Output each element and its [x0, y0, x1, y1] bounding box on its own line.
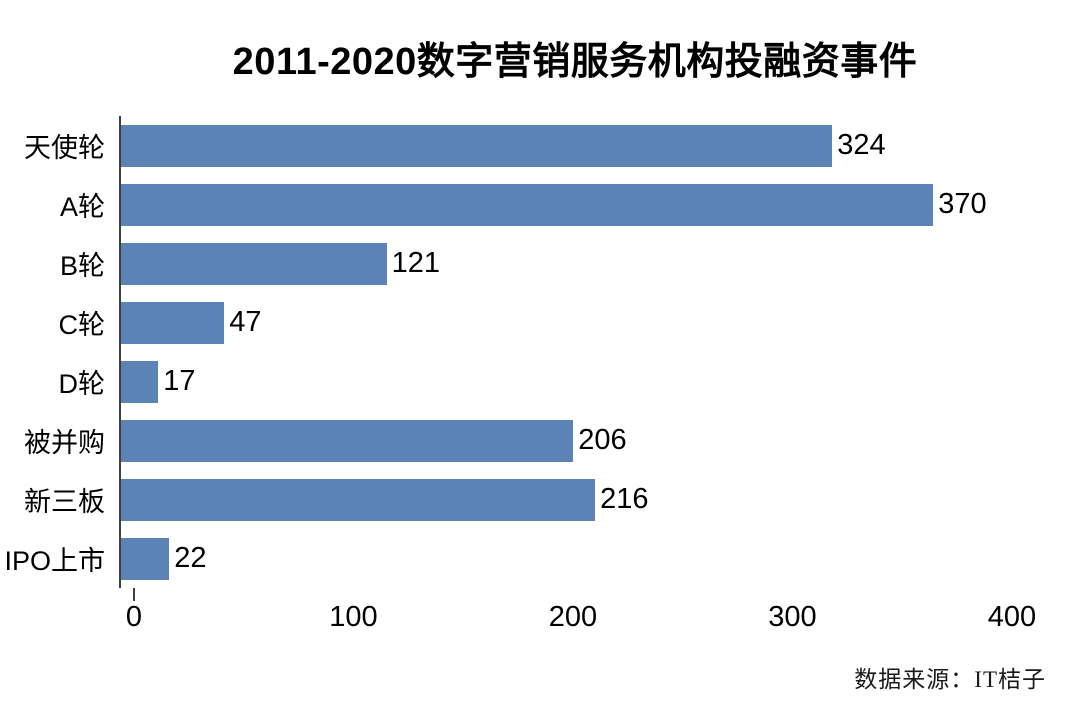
bar-row: 新三板 216 [0, 470, 1080, 529]
bar-row: 天使轮 324 [0, 116, 1080, 175]
value-label: 206 [578, 424, 627, 456]
bar-zone: 121 [119, 234, 1080, 293]
bar-row: C轮 47 [0, 293, 1080, 352]
y-axis-tail [133, 588, 135, 601]
value-label: 324 [837, 129, 886, 161]
bar-row: D轮 17 [0, 352, 1080, 411]
x-axis-tick-label: 400 [987, 601, 1037, 633]
x-axis-tick-label: 200 [548, 601, 598, 633]
bar-row: 被并购 206 [0, 411, 1080, 470]
bar-zone: 370 [119, 175, 1080, 234]
source-note: 数据来源：IT桔子 [854, 667, 1046, 692]
x-axis-tick-label: 100 [329, 601, 378, 633]
bar [121, 183, 934, 226]
bar [121, 124, 833, 167]
bar [121, 360, 159, 403]
bar-zone: 216 [119, 470, 1080, 529]
x-axis: 0 100 200 300 400 [126, 601, 1036, 637]
plot-area: 天使轮 324 A轮 370 B轮 121 C轮 47 D轮 17 [0, 116, 1080, 601]
category-label: C轮 [58, 310, 106, 340]
category-label: IPO上市 [4, 546, 105, 576]
bar-row: A轮 370 [0, 175, 1080, 234]
category-label: 新三板 [24, 487, 105, 517]
category-label: B轮 [59, 251, 105, 281]
value-label: 22 [174, 542, 207, 574]
bar-zone: 17 [119, 352, 1080, 411]
category-label: 被并购 [24, 428, 105, 458]
bar [121, 478, 596, 521]
value-label: 121 [391, 247, 440, 279]
bar-rows: 天使轮 324 A轮 370 B轮 121 C轮 47 D轮 17 [0, 116, 1080, 588]
x-axis-tick-label: 300 [768, 601, 817, 633]
bar-row: IPO上市 22 [0, 529, 1080, 588]
chart-title: 2011-2020数字营销服务机构投融资事件 [232, 41, 918, 83]
category-label: D轮 [58, 369, 106, 399]
bar [121, 419, 574, 462]
bar-zone: 47 [119, 293, 1080, 352]
bar [121, 537, 170, 580]
bar-zone: 22 [119, 529, 1080, 588]
category-label: 天使轮 [24, 133, 105, 163]
bar-row: B轮 121 [0, 234, 1080, 293]
bar [121, 242, 387, 285]
value-label: 17 [163, 365, 196, 397]
bar [121, 301, 225, 344]
category-label: A轮 [59, 192, 105, 222]
x-axis-tick-label: 0 [125, 601, 143, 633]
value-label: 370 [938, 188, 987, 220]
value-label: 216 [600, 483, 649, 515]
value-label: 47 [229, 306, 262, 338]
bar-zone: 324 [119, 116, 1080, 175]
bar-zone: 206 [119, 411, 1080, 470]
